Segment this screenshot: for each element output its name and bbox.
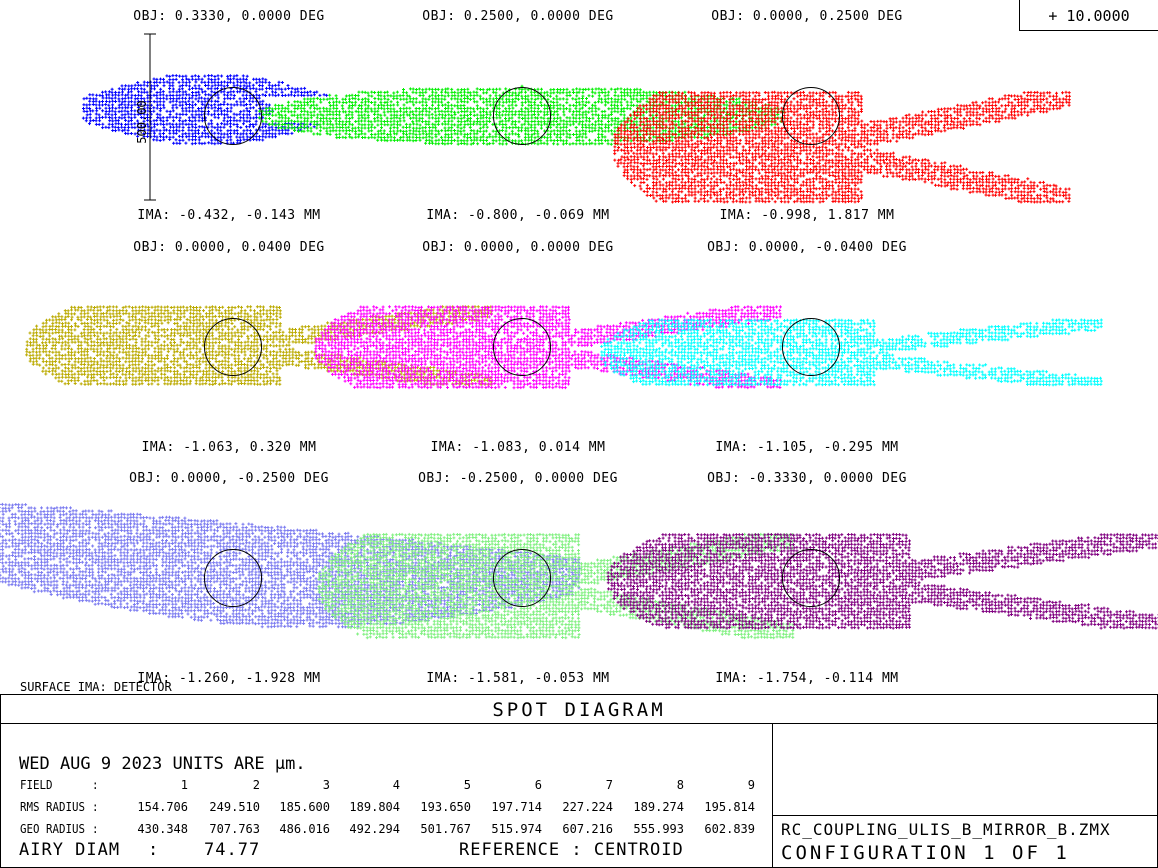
field-number-2: 2 — [252, 778, 260, 792]
field-number-5: 5 — [463, 778, 471, 792]
airy-circle-6 — [781, 317, 841, 377]
geo-label: GEO RADIUS — [20, 822, 86, 836]
rms-value-1: 154.706 — [137, 800, 188, 814]
field-number-8: 8 — [676, 778, 684, 792]
spot-field-5 — [314, 305, 782, 390]
rms-value-8: 189.274 — [633, 800, 684, 814]
ima-label-1: IMA: -0.432, -0.143 MM — [137, 208, 321, 223]
geo-value-3: 486.016 — [279, 822, 330, 836]
spot-points-9 — [606, 532, 1158, 630]
airy-value: 74.77 — [204, 840, 261, 860]
rms-value-4: 189.804 — [349, 800, 400, 814]
airy-colon: : — [148, 840, 160, 860]
geo-value-4: 492.294 — [349, 822, 400, 836]
field-number-6: 6 — [534, 778, 542, 792]
field-number-3: 3 — [322, 778, 330, 792]
ima-label-9: IMA: -1.754, -0.114 MM — [715, 671, 899, 686]
obj-label-7: OBJ: 0.0000, -0.2500 DEG — [129, 471, 329, 486]
spots-layer — [0, 74, 1158, 640]
rms-value-3: 185.600 — [279, 800, 330, 814]
rms-value-5: 193.650 — [420, 800, 471, 814]
rms-value-9: 195.814 — [704, 800, 755, 814]
geo-value-2: 707.763 — [209, 822, 260, 836]
ima-label-4: IMA: -1.063, 0.320 MM — [141, 440, 317, 455]
rms-colon: : — [92, 800, 99, 814]
configuration-label: CONFIGURATION 1 OF 1 — [781, 842, 1070, 864]
airy-circle-8 — [492, 548, 552, 608]
geo-colon: : — [92, 822, 99, 836]
obj-label-2: OBJ: 0.2500, 0.0000 DEG — [422, 9, 614, 24]
geo-value-8: 555.993 — [633, 822, 684, 836]
spot-field-3 — [613, 90, 1071, 204]
airy-circle-1 — [203, 86, 263, 146]
field-number-4: 4 — [392, 778, 400, 792]
airy-circle-7 — [203, 548, 263, 608]
frame-left — [0, 694, 1, 868]
field-label: FIELD — [20, 778, 53, 792]
ima-label-3: IMA: -0.998, 1.817 MM — [719, 208, 895, 223]
airy-circle-2 — [492, 86, 552, 146]
airy-circle-9 — [781, 548, 841, 608]
diagram-title: SPOT DIAGRAM — [492, 699, 666, 721]
obj-label-9: OBJ: -0.3330, 0.0000 DEG — [707, 471, 907, 486]
airy-circle-4 — [203, 317, 263, 377]
field-colon: : — [92, 778, 99, 792]
footer-divider-top — [0, 694, 1158, 695]
geo-value-6: 515.974 — [491, 822, 542, 836]
field-number-1: 1 — [180, 778, 188, 792]
field-number-9: 9 — [747, 778, 755, 792]
scale-bar-label: 500.00 — [135, 100, 149, 143]
date-units: WED AUG 9 2023 UNITS ARE µm. — [19, 754, 306, 774]
ima-label-5: IMA: -1.083, 0.014 MM — [430, 440, 606, 455]
file-name: RC_COUPLING_ULIS_B_MIRROR_B.ZMX — [781, 820, 1111, 839]
airy-circle-5 — [492, 317, 552, 377]
scale-value: + 10.0000 — [1048, 7, 1130, 25]
rms-label: RMS RADIUS — [20, 800, 86, 814]
spot-field-6 — [600, 318, 1103, 387]
spot-points-7 — [0, 502, 581, 629]
spot-points-6 — [600, 318, 1103, 387]
footer-divider-vertical — [772, 723, 773, 868]
spot-points-5 — [314, 305, 782, 390]
obj-label-4: OBJ: 0.0000, 0.0400 DEG — [133, 240, 325, 255]
airy-label: AIRY DIAM — [19, 840, 121, 860]
geo-value-7: 607.216 — [562, 822, 613, 836]
obj-label-8: OBJ: -0.2500, 0.0000 DEG — [418, 471, 618, 486]
rms-value-2: 249.510 — [209, 800, 260, 814]
rms-value-6: 197.714 — [491, 800, 542, 814]
footer-divider-title — [0, 723, 1158, 724]
surface-label: SURFACE IMA: DETECTOR — [20, 680, 172, 694]
geo-value-1: 430.348 — [137, 822, 188, 836]
ima-label-8: IMA: -1.581, -0.053 MM — [426, 671, 610, 686]
obj-label-3: OBJ: 0.0000, 0.2500 DEG — [711, 9, 903, 24]
reference-label: REFERENCE : CENTROID — [459, 840, 684, 860]
footer-divider-right — [772, 815, 1158, 816]
scale-bar: 500.00 — [135, 33, 156, 201]
ima-label-6: IMA: -1.105, -0.295 MM — [715, 440, 899, 455]
airy-circle-3 — [781, 86, 841, 146]
ima-label-2: IMA: -0.800, -0.069 MM — [426, 208, 610, 223]
obj-label-5: OBJ: 0.0000, 0.0000 DEG — [422, 240, 614, 255]
ima-label-7: IMA: -1.260, -1.928 MM — [137, 671, 321, 686]
spot-points-3 — [613, 90, 1071, 204]
geo-value-9: 602.839 — [704, 822, 755, 836]
geo-value-5: 501.767 — [420, 822, 471, 836]
rms-value-7: 227.224 — [562, 800, 613, 814]
scale-box: + 10.0000 — [1019, 0, 1158, 31]
field-number-7: 7 — [605, 778, 613, 792]
airy-circles-layer — [203, 86, 841, 608]
obj-label-1: OBJ: 0.3330, 0.0000 DEG — [133, 9, 325, 24]
obj-label-6: OBJ: 0.0000, -0.0400 DEG — [707, 240, 907, 255]
spot-field-7 — [0, 502, 581, 629]
spot-field-9 — [606, 532, 1158, 630]
